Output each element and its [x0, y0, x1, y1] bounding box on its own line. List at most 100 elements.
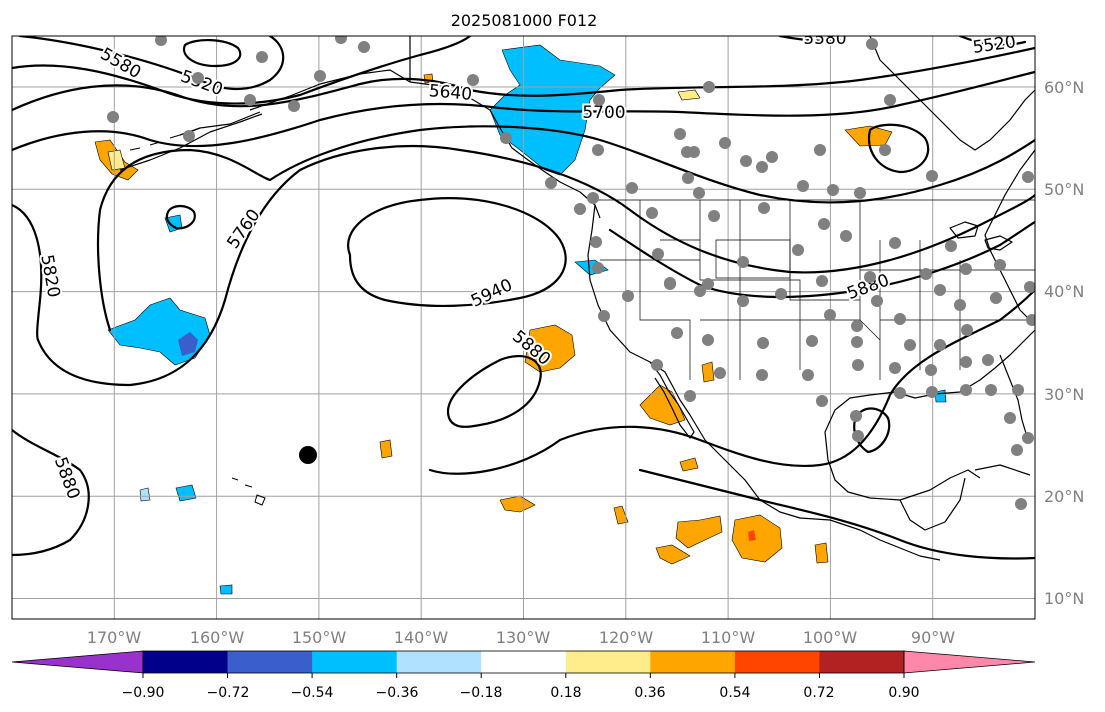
colorbar-tick-label: 0.54	[719, 685, 750, 701]
colorbar-segment	[396, 651, 482, 673]
light-positive-1	[677, 89, 701, 101]
contour-5760	[96, 125, 1035, 332]
colorbar-extend-max	[903, 650, 1036, 674]
contour-5880-main	[428, 288, 1035, 475]
map-panel: 5580 5520 5640 5700 5760 5820 5940 5880 …	[11, 29, 1036, 620]
lon-tick-label: 140°W	[394, 628, 449, 647]
lat-tick-label: 60°N	[1044, 78, 1084, 97]
colorbar-segment	[143, 651, 229, 673]
colorbar-tick-label: 0.36	[634, 685, 665, 701]
west-coast-coastline	[587, 204, 941, 561]
lon-tick-label: 150°W	[292, 628, 347, 647]
hawaii-islands	[231, 477, 266, 506]
colorbar-segment	[565, 651, 651, 673]
contour-5880-north	[608, 220, 1035, 299]
colorbar-segment	[819, 651, 905, 673]
contour-5520-ak	[18, 36, 285, 90]
lon-tick-label: 130°W	[496, 628, 551, 647]
lat-tick-label: 30°N	[1044, 385, 1084, 404]
coastlines-and-borders	[119, 36, 1035, 561]
colorbar-tick-label: −0.54	[291, 685, 334, 701]
contour-label: 5700	[582, 103, 625, 123]
positive-anomaly-13	[814, 542, 829, 564]
colorbar-segment	[481, 651, 567, 673]
lat-tick-label: 50°N	[1044, 180, 1084, 199]
positive-anomaly-8	[655, 544, 691, 565]
florida	[999, 354, 1029, 441]
positive-anomaly-2	[639, 384, 686, 426]
colorbar-tick-label: 0.90	[888, 685, 919, 701]
contour-5820-left	[12, 203, 43, 342]
contour-5580-ak	[12, 36, 472, 105]
contour-5940	[347, 197, 567, 308]
colorbar-tick-label: −0.90	[122, 685, 165, 701]
lat-tick-label: 40°N	[1044, 282, 1084, 301]
positive-anomaly-4	[675, 515, 723, 549]
contour-5880	[12, 428, 90, 557]
lat-tick-label: 10°N	[1044, 589, 1084, 608]
alaska-coastline	[119, 36, 601, 219]
hawaii-marker	[299, 446, 317, 464]
hudson-bay	[869, 36, 1035, 151]
longitude-labels: 170°W 160°W 150°W 140°W 130°W 120°W 110°…	[87, 628, 955, 647]
lat-tick-label: 20°N	[1044, 487, 1084, 506]
contour-small-low-2	[165, 204, 196, 230]
colorbar-segment	[227, 651, 313, 673]
figure-title: 2025081000 F012	[451, 11, 598, 30]
contour-label: 5580	[803, 29, 846, 49]
station-markers	[107, 36, 1035, 510]
height-contours	[12, 36, 1035, 560]
contour-5700	[12, 70, 1035, 152]
state-borders	[409, 36, 1035, 380]
lon-tick-label: 160°W	[190, 628, 245, 647]
colorbar-ticks	[142, 673, 905, 678]
contour-label: 5640	[428, 81, 473, 105]
positive-anomaly-9	[379, 439, 393, 459]
lon-tick-label: 100°W	[803, 628, 858, 647]
lon-tick-label: 170°W	[87, 628, 142, 647]
contour-small-low-3	[867, 123, 930, 174]
contour-5820	[36, 145, 1035, 387]
colorbar-segment	[650, 651, 736, 673]
contour-5880-closed	[447, 355, 542, 428]
map-frame	[11, 35, 1036, 620]
contour-5640	[12, 46, 1035, 112]
cuba	[974, 464, 1031, 476]
strong-negative-core	[178, 332, 198, 356]
contour-5520-east	[958, 36, 1027, 46]
baja-california	[649, 361, 695, 439]
positive-anomaly-12	[701, 361, 715, 383]
contour-5580-east	[778, 36, 842, 42]
colorbar-segments	[143, 651, 905, 673]
contour-5880-bottom	[638, 468, 1035, 560]
positive-anomaly-11	[613, 505, 629, 525]
lon-tick-label: 110°W	[701, 628, 756, 647]
colorbar-segment	[734, 651, 820, 673]
colorbar-tick-label: −0.72	[207, 685, 250, 701]
contour-small-low-ak	[182, 39, 242, 68]
colorbar-tick-label: −0.36	[376, 685, 419, 701]
colorbar-frame	[142, 650, 905, 674]
positive-anomaly-3	[731, 514, 783, 563]
colorbar-tick-label: 0.18	[550, 685, 581, 701]
light-negative-small	[139, 487, 151, 502]
positive-anomaly-10	[679, 457, 699, 472]
colorbar-tick-label: −0.18	[460, 685, 503, 701]
colorbar-extend-min	[11, 650, 144, 674]
gulf-coast-coastline	[824, 329, 1035, 501]
lon-tick-label: 120°W	[599, 628, 654, 647]
aleutian-islands	[129, 127, 201, 151]
colorbar-segment	[312, 651, 398, 673]
colorbar-tick-label: 0.72	[803, 685, 834, 701]
negative-anomaly-small-3	[175, 484, 197, 502]
lon-tick-label: 90°W	[911, 628, 955, 647]
east-coast	[984, 149, 1035, 321]
latitude-labels: 10°N 20°N 30°N 40°N 50°N 60°N	[1044, 78, 1084, 608]
colorbar: −0.90 −0.72 −0.54 −0.36 −0.18 0.18 0.36 …	[11, 650, 1036, 701]
negative-anomaly-small-4	[219, 584, 233, 595]
yucatan	[899, 477, 966, 531]
colorbar-labels: −0.90 −0.72 −0.54 −0.36 −0.18 0.18 0.36 …	[122, 685, 920, 701]
strong-positive-core	[748, 530, 756, 541]
positive-anomaly-1	[524, 324, 576, 373]
